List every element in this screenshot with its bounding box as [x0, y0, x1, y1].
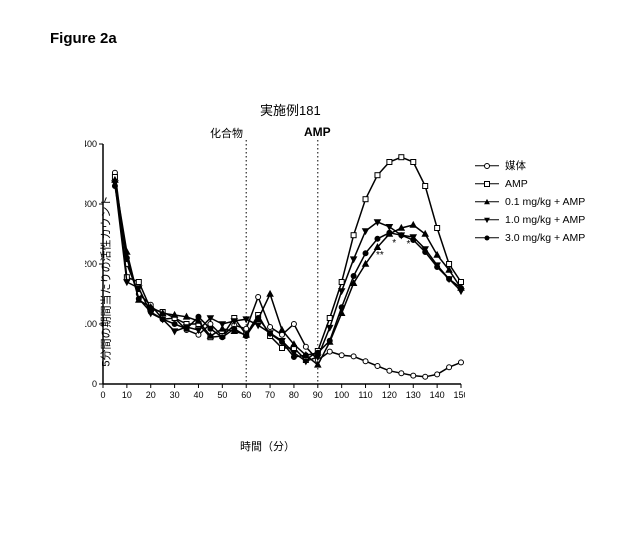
- svg-text:30: 30: [170, 390, 180, 400]
- svg-text:110: 110: [358, 390, 372, 400]
- svg-text:10: 10: [122, 390, 132, 400]
- legend-item: 1.0 mg/kg + AMP: [475, 212, 585, 227]
- svg-text:80: 80: [289, 390, 299, 400]
- legend-item: 0.1 mg/kg + AMP: [475, 194, 585, 209]
- legend-item: AMP: [475, 176, 585, 191]
- svg-text:90: 90: [313, 390, 323, 400]
- amp-annotation: AMP: [304, 125, 331, 139]
- svg-text:150: 150: [453, 390, 465, 400]
- svg-text:70: 70: [265, 390, 275, 400]
- svg-text:20: 20: [146, 390, 156, 400]
- legend-label: 媒体: [505, 158, 526, 173]
- svg-text:50: 50: [217, 390, 227, 400]
- legend-swatch: [475, 214, 499, 226]
- svg-text:100: 100: [85, 319, 97, 329]
- legend-label: AMP: [505, 178, 528, 190]
- svg-text:300: 300: [85, 199, 97, 209]
- svg-text:*: *: [392, 238, 396, 249]
- chart-title: 実施例181: [260, 100, 321, 119]
- svg-text:40: 40: [193, 390, 203, 400]
- svg-text:400: 400: [85, 139, 97, 149]
- legend: 媒体 AMP 0.1 mg/kg + AMP 1.0 mg/kg + AMP 3.0 m…: [475, 158, 585, 248]
- svg-text:0: 0: [92, 379, 97, 389]
- legend-label: 0.1 mg/kg + AMP: [505, 196, 585, 208]
- legend-item: 媒体: [475, 158, 585, 173]
- svg-text:100: 100: [334, 390, 349, 400]
- legend-label: 1.0 mg/kg + AMP: [505, 214, 585, 226]
- x-axis-label: 時間（分）: [240, 438, 295, 454]
- legend-label: 3.0 mg/kg + AMP: [505, 232, 585, 244]
- svg-text:130: 130: [406, 390, 421, 400]
- svg-text:120: 120: [382, 390, 397, 400]
- figure-label: Figure 2a: [50, 30, 117, 47]
- svg-text:140: 140: [430, 390, 445, 400]
- legend-swatch: [475, 160, 499, 172]
- svg-text:0: 0: [100, 390, 105, 400]
- svg-text:*: *: [364, 262, 368, 273]
- svg-text:**: **: [376, 250, 384, 261]
- svg-text:*: *: [407, 239, 411, 250]
- chart-container: 5分間の期間当たりの活性カウント 時間（分） 01002003004000102…: [55, 138, 595, 458]
- legend-item: 3.0 mg/kg + AMP: [475, 230, 585, 245]
- svg-text:200: 200: [85, 259, 97, 269]
- chart-plot: 0 100 200 300 400 0 10 20 30 40 50 60 70 80 90 100 110 12…: [85, 138, 465, 408]
- legend-swatch: [475, 196, 499, 208]
- legend-swatch: [475, 178, 499, 190]
- legend-swatch: [475, 232, 499, 244]
- svg-text:60: 60: [241, 390, 251, 400]
